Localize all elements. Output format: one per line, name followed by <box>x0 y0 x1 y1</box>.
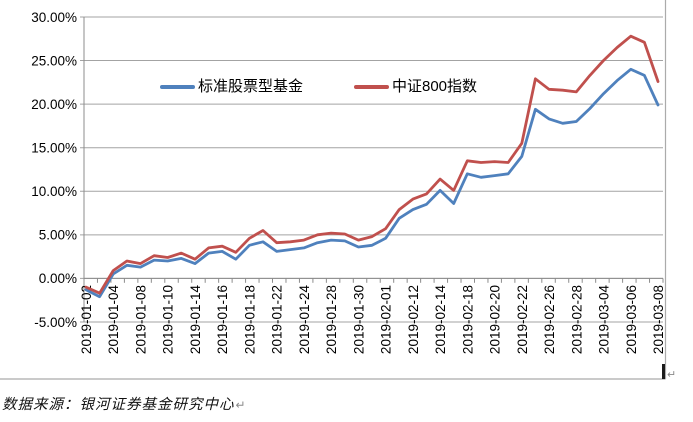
x-tick-label: 2019-01-10 <box>161 285 176 354</box>
data-source-text: 数据来源：银河证券基金研究中心 <box>2 397 235 413</box>
x-tick-label: 2019-02-28 <box>569 285 584 354</box>
legend-item-standard-stock-fund: 标准股票型基金 <box>160 77 303 97</box>
x-tick-label: 2019-02-20 <box>488 285 503 354</box>
text-cursor-artifact <box>662 364 665 379</box>
x-tick-label: 2019-01-08 <box>133 285 148 354</box>
x-tick-label: 2019-03-08 <box>651 285 666 354</box>
series-line-0 <box>84 67 660 299</box>
x-tick-label: 2019-01-30 <box>351 285 366 354</box>
x-tick-label: 2019-02-01 <box>379 285 394 354</box>
paragraph-mark-icon: ↵ <box>667 369 677 381</box>
x-tick-label: 2019-02-22 <box>515 285 530 354</box>
x-tick-label: 2019-01-14 <box>188 285 203 355</box>
y-tick-label: -5.00% <box>34 315 77 330</box>
series-line-1 <box>84 34 660 295</box>
x-tick-label: 2019-02-26 <box>542 285 557 354</box>
x-tick-label: 2019-01-02 <box>79 285 94 354</box>
paragraph-mark-icon: ↵ <box>235 398 247 412</box>
data-source-note: 数据来源：银河证券基金研究中心↵ <box>2 393 247 414</box>
y-tick-label: 20.00% <box>31 97 77 112</box>
x-tick-label: 2019-01-16 <box>215 285 230 354</box>
y-tick-label: 10.00% <box>31 184 77 199</box>
legend-line-swatch-red <box>354 85 389 89</box>
y-tick-label: 25.00% <box>31 53 77 68</box>
x-tick-label: 2019-01-24 <box>297 285 312 355</box>
x-tick-label: 2019-03-04 <box>597 285 612 355</box>
x-tick-label: 2019-01-22 <box>270 285 285 354</box>
x-tick-label: 2019-01-28 <box>324 285 339 354</box>
legend-label-standard-stock-fund: 标准股票型基金 <box>198 78 304 95</box>
y-tick-label: 30.00% <box>31 10 77 25</box>
y-tick-label: 0.00% <box>39 271 77 286</box>
legend-item-csi800-index: 中证800指数 <box>354 77 477 97</box>
x-tick-label: 2019-02-18 <box>460 285 475 354</box>
x-tick-label: 2019-01-04 <box>106 285 121 355</box>
legend-label-csi800-index: 中证800指数 <box>392 78 478 95</box>
y-tick-label: 5.00% <box>39 228 77 243</box>
x-tick-label: 2019-02-12 <box>406 285 421 354</box>
x-tick-label: 2019-01-18 <box>242 285 257 354</box>
x-tick-label: 2019-03-06 <box>624 285 639 354</box>
y-tick-label: 15.00% <box>31 140 77 155</box>
legend-line-swatch-blue <box>160 85 195 89</box>
x-tick-label: 2019-02-14 <box>433 285 448 355</box>
